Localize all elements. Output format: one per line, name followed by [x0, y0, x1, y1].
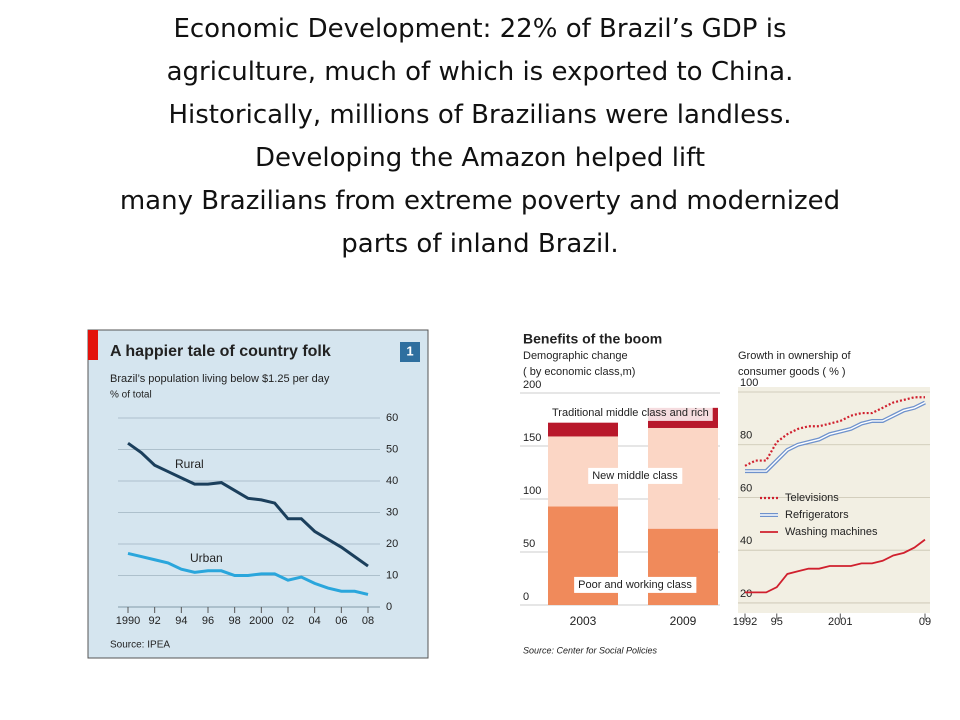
x-tick-label: 2001: [828, 616, 852, 628]
series-label: Poor and working class: [578, 579, 692, 591]
title-line: Economic Development: 22% of Brazil’s GD…: [173, 14, 787, 44]
legend-label: Refrigerators: [785, 509, 849, 521]
series-label: Traditional middle class and rich: [552, 407, 709, 419]
x-tick-label: 2000: [249, 615, 273, 627]
x-tick-label: 08: [362, 615, 374, 627]
series-label: Rural: [175, 457, 204, 471]
y-tick-label: 200: [523, 379, 541, 391]
label-box: [548, 404, 713, 421]
subtitle: Growth in ownership of: [738, 350, 851, 362]
chart3-bg: [738, 387, 930, 613]
y-tick-label: 20: [740, 588, 752, 600]
x-tick-label: 2003: [570, 614, 597, 628]
y-tick-label: 80: [740, 430, 752, 442]
title-line: many Brazilians from extreme poverty and…: [119, 186, 841, 216]
series-line: [127, 441, 369, 568]
panel-title: Benefits of the boom: [523, 331, 662, 347]
x-tick-label: 02: [282, 615, 294, 627]
subtitle: Demographic change: [523, 350, 628, 362]
chart-subtitle: Brazil’s population living below $1.25 p…: [110, 373, 330, 385]
label-box: [574, 576, 697, 593]
bar-segment: [548, 422, 618, 437]
chart-title: A happier tale of country folk: [110, 343, 331, 360]
x-tick-label: 92: [149, 615, 161, 627]
x-tick-label: 94: [175, 615, 187, 627]
y-tick-label: 60: [386, 412, 398, 424]
y-tick-label: 20: [386, 538, 398, 550]
series-line: [745, 538, 926, 594]
badge: 1: [406, 343, 413, 358]
y-tick-label: 100: [523, 485, 541, 497]
chart1-frame: [87, 329, 429, 659]
y-tick-label: 150: [523, 432, 541, 444]
source: Source: IPEA: [110, 640, 170, 651]
y-tick-label: 100: [740, 377, 758, 389]
x-tick-label: 98: [229, 615, 241, 627]
slide-title: Economic Development: 22% of Brazil’s GD…: [0, 8, 960, 266]
bar-segment: [648, 528, 718, 605]
title-line: parts of inland Brazil.: [341, 229, 619, 259]
x-tick-label: 06: [335, 615, 347, 627]
series-line: [744, 396, 925, 467]
title-line: Historically, millions of Brazilians wer…: [168, 100, 792, 130]
y-label: % of total: [110, 390, 152, 401]
y-tick-label: 40: [740, 535, 752, 547]
y-tick-label: 10: [386, 569, 398, 581]
legend-label: Washing machines: [785, 526, 878, 538]
subtitle: ( by economic class,m): [523, 366, 635, 378]
x-tick-label: 04: [309, 615, 321, 627]
series-label: New middle class: [592, 470, 678, 482]
legend-label: Televisions: [785, 492, 839, 504]
x-tick-label: 96: [202, 615, 214, 627]
red-flag: [88, 330, 98, 360]
series-label: Urban: [190, 551, 223, 565]
y-tick-label: 0: [386, 601, 392, 613]
title-line: agriculture, much of which is exported t…: [166, 57, 794, 87]
subtitle: consumer goods ( % ): [738, 366, 846, 378]
badge-box: [400, 342, 420, 362]
title-line: Developing the Amazon helped lift: [254, 143, 706, 173]
y-tick-label: 40: [386, 475, 398, 487]
x-tick-label: 1992: [733, 616, 757, 628]
x-tick-label: 2009: [670, 614, 697, 628]
y-tick-label: 50: [523, 538, 535, 550]
label-box: [588, 467, 683, 484]
series-line: [127, 551, 369, 596]
y-tick-label: 50: [386, 443, 398, 455]
y-tick-label: 60: [740, 482, 752, 494]
x-tick-label: 1990: [116, 615, 140, 627]
x-tick-label: 09: [919, 616, 931, 628]
source: Source: Center for Social Policies: [523, 645, 658, 655]
x-tick-label: 95: [771, 616, 783, 628]
series-line-inner: [745, 401, 926, 472]
y-tick-label: 0: [523, 591, 529, 603]
y-tick-label: 30: [386, 506, 398, 518]
